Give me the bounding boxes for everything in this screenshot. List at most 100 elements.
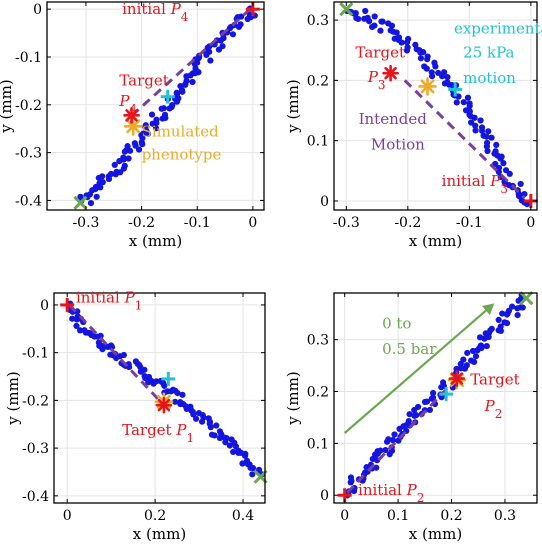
data-point — [203, 51, 210, 58]
y-tick-label: 0.2 — [307, 385, 329, 401]
data-point — [229, 31, 237, 38]
data-point — [112, 171, 119, 178]
data-point — [519, 304, 526, 311]
y-axis-label: y (mm) — [0, 79, 15, 133]
annotation: P3 — [367, 68, 386, 92]
x-tick-label: 0 — [248, 215, 257, 231]
data-point — [431, 59, 438, 66]
end-marker — [73, 195, 88, 210]
annotation: P4 — [118, 92, 137, 116]
y-tick-label: -0.3 — [15, 146, 42, 162]
annotation: Target — [470, 370, 519, 388]
annotation: experimental — [454, 19, 542, 37]
data-point — [152, 125, 160, 132]
data-point — [493, 141, 500, 148]
panel-4: 0 0.1 0.2 0.3 0 0.1 0.2 0.3 x (mm) y (mm) 0 to 0.5 … — [284, 291, 538, 543]
annotation: initial P4 — [122, 0, 189, 24]
y-tick-label: -0.4 — [22, 489, 49, 505]
data-point — [502, 167, 510, 174]
y-tick-label: 0 — [33, 2, 42, 18]
annotation: Target — [119, 72, 168, 90]
data-point — [76, 327, 84, 334]
data-point — [215, 46, 223, 53]
data-point — [500, 160, 507, 167]
data-point — [174, 389, 181, 397]
y-tick-label: 0.3 — [307, 333, 329, 349]
data-point — [413, 412, 420, 419]
x-tick-label: 0 — [63, 508, 72, 524]
data-point — [439, 379, 447, 386]
target-marker — [382, 64, 399, 82]
data-point — [216, 434, 224, 442]
data-point — [509, 303, 516, 310]
y-tick-label: -0.4 — [15, 193, 42, 209]
initial-marker — [60, 297, 75, 312]
data-point — [478, 124, 486, 131]
annotation: 0 to — [382, 314, 411, 332]
data-point — [472, 353, 480, 360]
data-point — [105, 175, 113, 183]
y-axis-label: y (mm) — [284, 371, 302, 425]
data-point — [483, 343, 490, 350]
data-point — [144, 130, 152, 137]
data-point — [211, 432, 218, 439]
data-point — [468, 119, 475, 126]
target-marker — [155, 396, 173, 414]
data-point — [404, 44, 411, 51]
data-point — [69, 315, 76, 322]
data-point — [453, 99, 460, 106]
data-point — [173, 98, 181, 105]
data-point — [444, 74, 451, 81]
pressure-arrow — [343, 309, 487, 434]
data-point — [93, 193, 100, 200]
x-tick-label: 0 — [340, 508, 349, 524]
data-point — [488, 325, 495, 332]
x-tick-label: 0.2 — [440, 508, 462, 524]
experimental-marker — [160, 89, 175, 104]
panel-2: -0.3 -0.2 -0.1 0 0 0.1 0.2 0.3 x (mm) y (mm) exper… — [284, 1, 542, 250]
y-tick-label: 0.1 — [307, 134, 329, 150]
axes-frame — [53, 292, 266, 504]
y-tick-label: 0 — [320, 488, 329, 504]
data-point — [382, 446, 389, 454]
data-point — [466, 100, 473, 107]
axes-frame — [333, 292, 538, 504]
data-point — [159, 115, 166, 122]
annotation: Intended — [359, 110, 428, 128]
end-marker — [339, 2, 354, 17]
simulated-marker — [418, 77, 437, 96]
data-point — [207, 57, 214, 64]
y-axis-label: y (mm) — [4, 371, 22, 425]
axes-frame — [46, 1, 265, 211]
panel-1: -0.3 -0.2 -0.1 0 -0.4 -0.3 -0.2 -0.1 0 x (mm) y (m… — [0, 0, 265, 250]
y-tick-label: 0.2 — [307, 73, 329, 89]
data-point — [182, 81, 189, 88]
data-point — [385, 20, 392, 27]
x-tick-label: 0.2 — [144, 508, 166, 524]
data-point — [241, 452, 249, 459]
data-point — [387, 27, 394, 34]
data-point — [485, 128, 492, 135]
annotation: Motion — [371, 136, 425, 154]
data-point — [179, 391, 186, 398]
data-point — [213, 422, 220, 429]
intended-motion-line — [403, 79, 526, 200]
data-point — [464, 94, 472, 101]
intended-motion-line — [129, 8, 252, 118]
data-point — [499, 310, 506, 317]
annotation: initial P3 — [442, 172, 508, 196]
data-point — [172, 398, 179, 405]
experimental-marker — [448, 82, 463, 97]
x-tick-label: -0.2 — [394, 215, 421, 231]
data-point — [222, 439, 229, 446]
data-point — [426, 406, 433, 413]
data-point — [95, 174, 102, 182]
data-point — [87, 199, 95, 207]
data-point — [517, 180, 524, 188]
pressure-arrow-head — [482, 303, 495, 316]
data-point — [441, 80, 449, 87]
x-tick-label: -0.1 — [184, 215, 211, 231]
data-point — [405, 417, 412, 425]
data-point — [497, 327, 504, 335]
data-point — [249, 471, 256, 478]
